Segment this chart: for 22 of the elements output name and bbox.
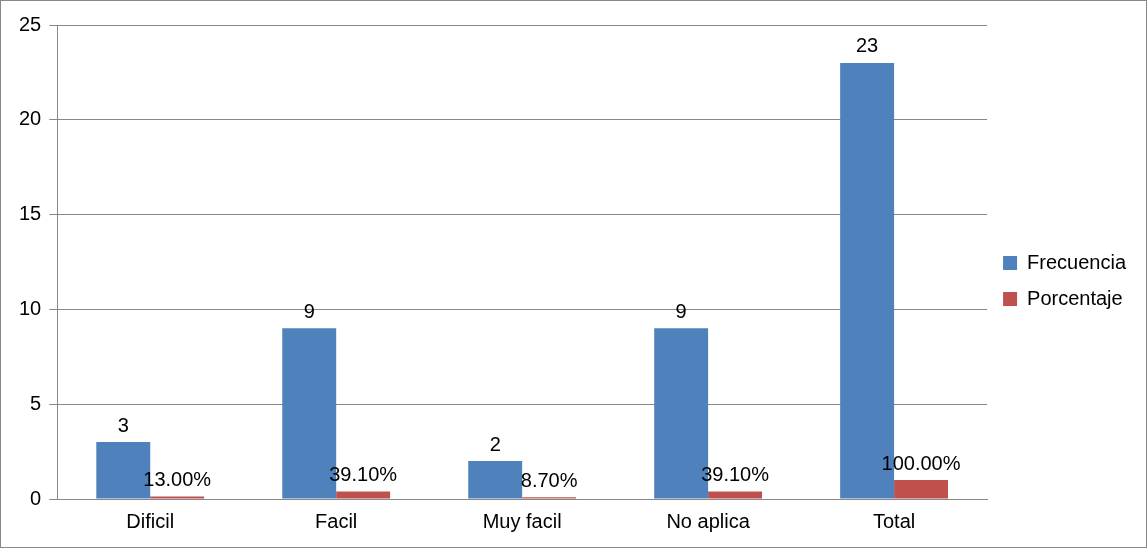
data-label: 23 xyxy=(855,34,879,57)
x-tick-label: Muy facil xyxy=(482,509,562,532)
y-tick-label: 10 xyxy=(19,296,42,319)
bar xyxy=(468,461,523,499)
y-tick-label: 0 xyxy=(30,486,42,509)
bar xyxy=(894,480,949,499)
y-tick-label: 5 xyxy=(30,391,42,414)
bar xyxy=(708,491,763,499)
data-label: 3 xyxy=(117,413,129,436)
data-label: 2 xyxy=(489,432,501,455)
data-label: 9 xyxy=(303,299,315,322)
x-tick-label: Total xyxy=(872,509,916,532)
y-tick-label: 25 xyxy=(19,12,42,35)
y-tick-label: 20 xyxy=(19,107,42,130)
x-tick-label: Facil xyxy=(315,509,358,532)
legend-label: Porcentaje xyxy=(1027,286,1123,309)
x-tick-label: Dificil xyxy=(126,509,175,532)
legend-label: Frecuencia xyxy=(1027,250,1127,273)
data-label: 9 xyxy=(675,299,687,322)
bar xyxy=(336,491,391,499)
x-tick-label: No aplica xyxy=(666,509,751,532)
y-tick-label: 15 xyxy=(19,202,42,225)
